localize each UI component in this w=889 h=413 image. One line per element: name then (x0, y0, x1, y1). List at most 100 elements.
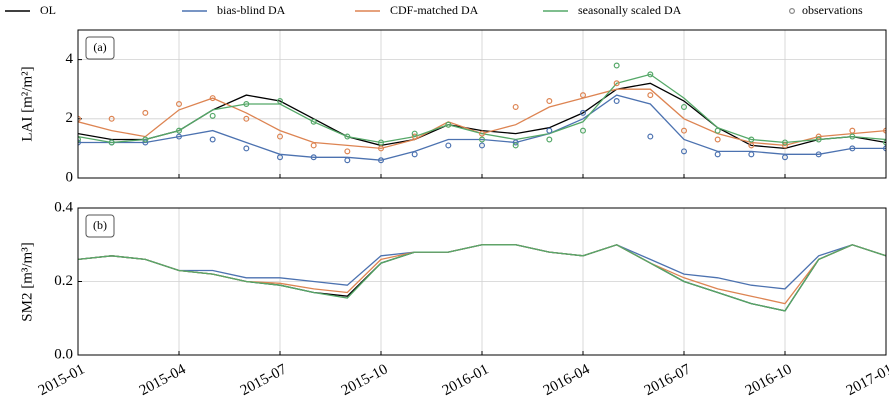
plot-area (78, 244, 886, 312)
legend-label: seasonally scaled DA (578, 3, 682, 17)
observation-marker (108, 115, 115, 122)
observation-marker (277, 133, 284, 140)
observation-marker (479, 142, 486, 149)
observation-marker (411, 151, 418, 158)
legend-label: CDF-matched DA (390, 3, 479, 17)
observation-marker (310, 154, 317, 161)
observation-marker (378, 157, 385, 164)
observation-marker (680, 148, 687, 155)
series-line (78, 73, 886, 144)
x-tick-label: 2016-01 (440, 361, 492, 399)
observation-marker (277, 98, 284, 105)
x-tick-label: 2015-04 (137, 361, 189, 399)
y-tick-label: 0.2 (54, 273, 73, 289)
observation-marker (781, 139, 788, 146)
observation-marker (815, 136, 822, 143)
observation-marker (344, 157, 351, 164)
observation-marker (310, 142, 317, 149)
plot-frame (77, 207, 887, 356)
observation-marker (176, 127, 183, 134)
observation-marker (546, 136, 553, 143)
panel-label: (a) (93, 40, 106, 54)
panel-label: (b) (93, 218, 107, 232)
y-tick-label: 0 (66, 169, 74, 185)
series-line (78, 244, 886, 312)
legend-label: observations (802, 3, 863, 17)
legend-label: bias-blind DA (217, 3, 286, 17)
y-tick-label: 2 (66, 110, 74, 126)
observation-marker (344, 133, 351, 140)
observation-marker (142, 109, 149, 116)
x-tick-label: 2015-10 (339, 361, 391, 399)
plot-area (78, 62, 886, 164)
observation-marker (714, 127, 721, 134)
observation-marker (243, 145, 250, 152)
observation-marker (445, 121, 452, 128)
observation-marker (142, 136, 149, 143)
observation-marker (579, 109, 586, 116)
observation-marker (479, 136, 486, 143)
y-tick-label: 4 (66, 51, 74, 67)
observation-marker (849, 145, 856, 152)
observation-marker (714, 136, 721, 143)
panel-label-box (85, 36, 115, 60)
x-tick-label: 2015-01 (36, 361, 88, 399)
observation-marker (243, 100, 250, 107)
x-tick-label: 2016-07 (642, 361, 694, 399)
observation-marker (579, 127, 586, 134)
x-tick-label: 2016-10 (743, 361, 795, 399)
observation-marker (479, 130, 486, 137)
observation-marker (748, 151, 755, 158)
observation-marker (411, 130, 418, 137)
observation-marker (748, 136, 755, 143)
x-tick-label: 2015-07 (238, 361, 290, 399)
observation-marker (78, 136, 81, 143)
observation-marker (310, 118, 317, 125)
observation-marker (142, 139, 149, 146)
observation-marker (243, 115, 250, 122)
observation-marker (108, 139, 115, 146)
observation-marker (78, 115, 81, 122)
observation-marker (849, 133, 856, 140)
observation-marker (781, 154, 788, 161)
observation-marker (209, 95, 216, 102)
panel-label-box (85, 214, 115, 238)
y-axis-label: SM2 [m³/m³] (19, 242, 35, 321)
observation-marker (815, 151, 822, 158)
observation-marker (613, 62, 620, 69)
observation-marker (512, 142, 519, 149)
observation-marker (209, 136, 216, 143)
observation-marker (378, 145, 385, 152)
x-tick-label: 2017-01 (844, 361, 889, 399)
observation-marker (849, 127, 856, 134)
observation-marker (680, 127, 687, 134)
observation-marker (647, 133, 654, 140)
observation-marker (714, 151, 721, 158)
observation-marker (512, 103, 519, 110)
x-tick-label: 2016-04 (541, 361, 593, 399)
observation-marker (613, 98, 620, 105)
observation-marker (613, 80, 620, 87)
legend-marker (788, 8, 795, 15)
observation-marker (512, 139, 519, 146)
observation-marker (445, 142, 452, 149)
legend-label: OL (40, 3, 56, 17)
observation-marker (176, 100, 183, 107)
observation-marker (546, 98, 553, 105)
y-tick-label: 0.0 (54, 346, 73, 362)
observation-marker (344, 148, 351, 155)
y-tick-label: 0.4 (54, 199, 73, 215)
observation-marker (209, 112, 216, 119)
observation-marker (815, 133, 822, 140)
observation-marker (680, 103, 687, 110)
observation-marker (176, 133, 183, 140)
observation-marker (277, 154, 284, 161)
observation-marker (647, 92, 654, 99)
observation-marker (579, 92, 586, 99)
plot-frame (77, 29, 887, 179)
observation-marker (411, 133, 418, 140)
observation-marker (546, 127, 553, 134)
y-axis-label: LAI [m²/m²] (19, 66, 35, 141)
observation-marker (647, 71, 654, 78)
